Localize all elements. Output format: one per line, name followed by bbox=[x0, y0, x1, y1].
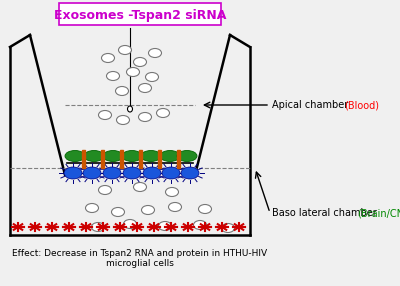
Ellipse shape bbox=[118, 45, 132, 55]
Bar bbox=[101, 150, 104, 168]
Ellipse shape bbox=[102, 53, 114, 63]
Ellipse shape bbox=[166, 188, 178, 196]
Ellipse shape bbox=[162, 167, 180, 179]
Ellipse shape bbox=[158, 221, 172, 231]
Bar bbox=[177, 150, 180, 168]
Ellipse shape bbox=[142, 206, 154, 214]
Ellipse shape bbox=[116, 116, 130, 124]
Ellipse shape bbox=[198, 204, 212, 214]
Ellipse shape bbox=[112, 208, 124, 217]
Ellipse shape bbox=[98, 110, 112, 120]
Ellipse shape bbox=[134, 182, 146, 192]
Ellipse shape bbox=[83, 167, 101, 179]
Bar bbox=[158, 150, 161, 168]
Text: (Blood): (Blood) bbox=[344, 100, 379, 110]
Ellipse shape bbox=[103, 150, 123, 162]
Bar bbox=[139, 150, 142, 168]
Text: Apical chamber: Apical chamber bbox=[272, 100, 354, 110]
Ellipse shape bbox=[160, 150, 180, 162]
Ellipse shape bbox=[177, 150, 197, 162]
Ellipse shape bbox=[222, 223, 234, 233]
Ellipse shape bbox=[128, 106, 132, 112]
Ellipse shape bbox=[143, 167, 161, 179]
Ellipse shape bbox=[138, 84, 152, 92]
Ellipse shape bbox=[156, 108, 170, 118]
Ellipse shape bbox=[126, 67, 140, 76]
Ellipse shape bbox=[65, 150, 85, 162]
Ellipse shape bbox=[148, 49, 162, 57]
Text: (Brain/CNS): (Brain/CNS) bbox=[357, 208, 400, 218]
Bar bbox=[120, 150, 123, 168]
Ellipse shape bbox=[106, 72, 120, 80]
Ellipse shape bbox=[134, 57, 146, 67]
FancyBboxPatch shape bbox=[59, 3, 221, 25]
Bar bbox=[82, 150, 85, 168]
Ellipse shape bbox=[168, 202, 182, 212]
Ellipse shape bbox=[98, 186, 112, 194]
Text: microglial cells: microglial cells bbox=[106, 259, 174, 269]
Ellipse shape bbox=[116, 86, 128, 96]
Text: Exosomes -Tspan2 siRNA: Exosomes -Tspan2 siRNA bbox=[54, 9, 226, 21]
Ellipse shape bbox=[181, 167, 199, 179]
Ellipse shape bbox=[194, 221, 206, 229]
Text: Baso lateral chamber: Baso lateral chamber bbox=[272, 208, 380, 218]
Ellipse shape bbox=[86, 204, 98, 212]
Ellipse shape bbox=[122, 150, 142, 162]
Ellipse shape bbox=[141, 150, 161, 162]
Ellipse shape bbox=[64, 167, 82, 179]
Ellipse shape bbox=[92, 223, 104, 231]
Ellipse shape bbox=[103, 167, 121, 179]
Ellipse shape bbox=[123, 167, 141, 179]
Ellipse shape bbox=[124, 219, 136, 229]
Ellipse shape bbox=[84, 150, 104, 162]
Text: Effect: Decrease in Tspan2 RNA and protein in HTHU-HIV: Effect: Decrease in Tspan2 RNA and prote… bbox=[12, 249, 268, 259]
Ellipse shape bbox=[138, 112, 152, 122]
Ellipse shape bbox=[146, 72, 158, 82]
